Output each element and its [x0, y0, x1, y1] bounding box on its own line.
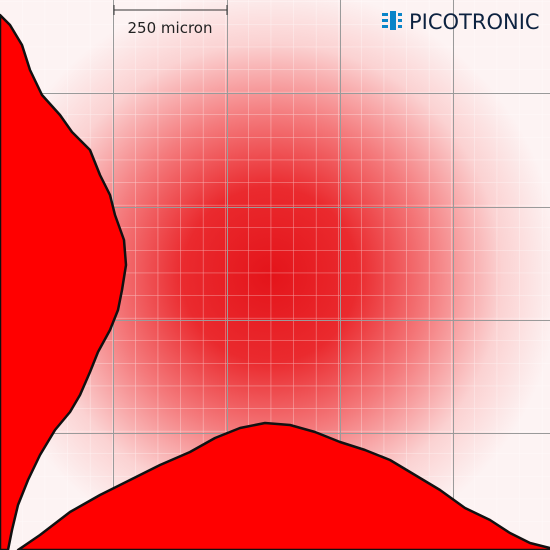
logo-icon	[382, 11, 402, 30]
logo-text: PICOTRONIC	[409, 10, 540, 34]
saturated-region-left	[0, 13, 128, 550]
scale-bar	[113, 5, 228, 15]
scale-bar-label: 250 micron	[128, 19, 213, 37]
saturated-region-bottom	[16, 421, 550, 550]
